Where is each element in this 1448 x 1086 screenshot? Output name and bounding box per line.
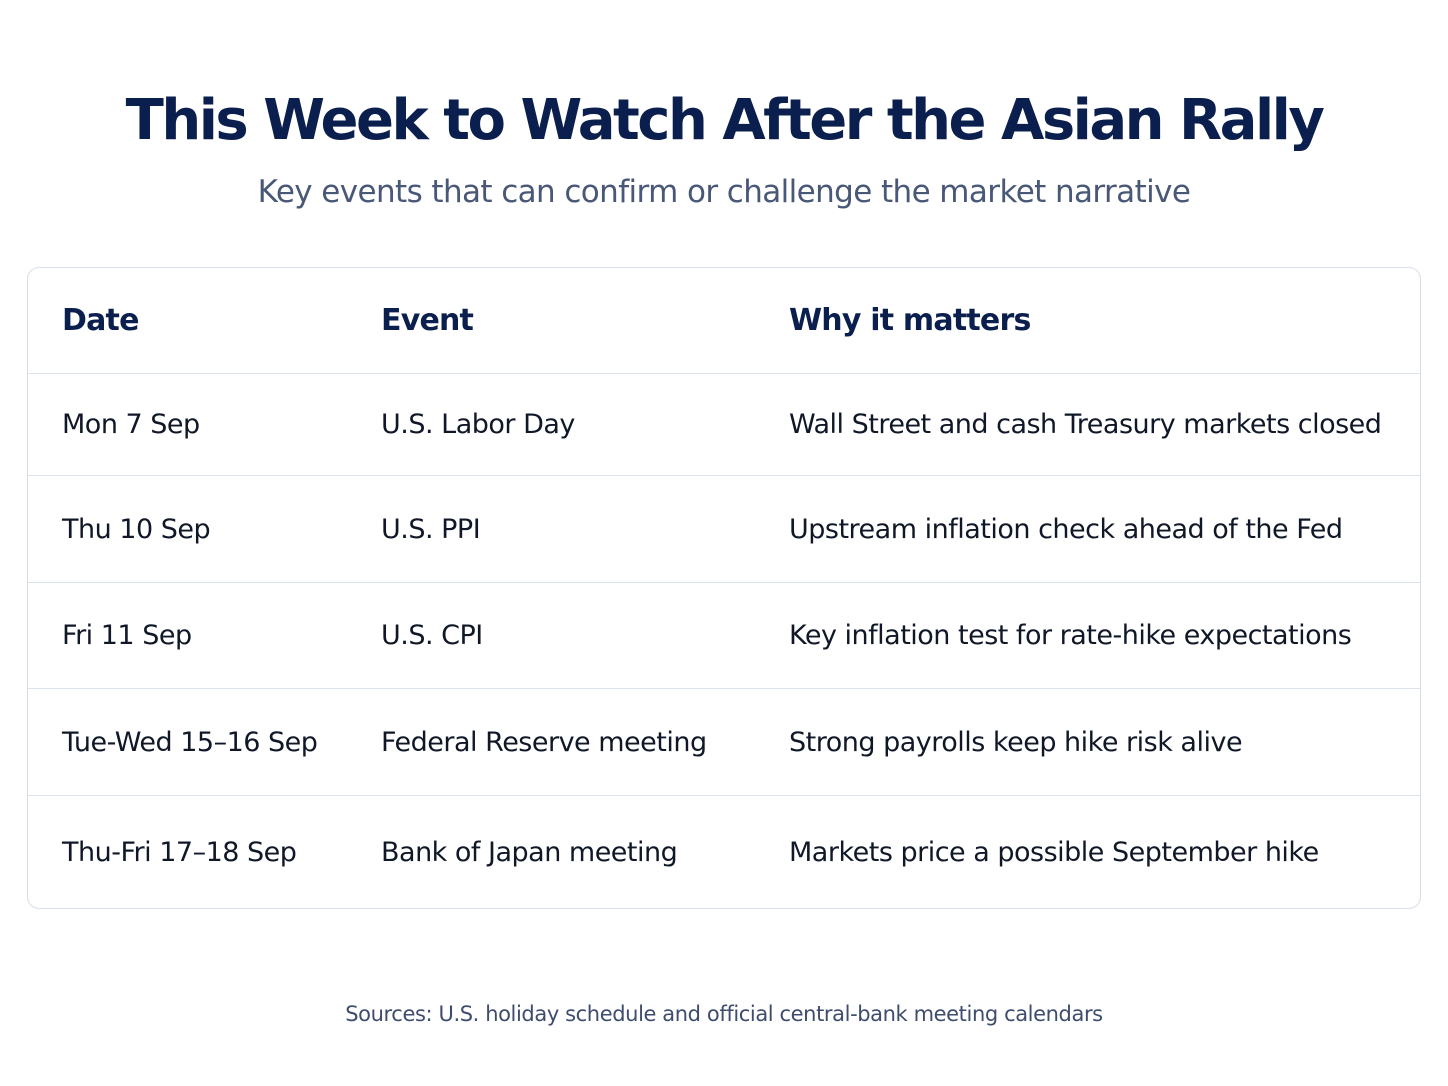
date-cell: Mon 7 Sep xyxy=(62,409,200,440)
why-cell: Upstream inflation check ahead of the Fe… xyxy=(789,513,1343,545)
date-cell: Thu 10 Sep xyxy=(62,513,211,545)
event-cell: U.S. CPI xyxy=(381,620,483,651)
page-title: This Week to Watch After the Asian Rally xyxy=(125,88,1325,153)
table-row: Fri 11 Sep U.S. CPI Key inflation test f… xyxy=(28,582,1420,688)
table-row: Mon 7 Sep U.S. Labor Day Wall Street and… xyxy=(28,373,1420,475)
column-header-event: Event xyxy=(381,303,474,338)
table-row: Thu 10 Sep U.S. PPI Upstream inflation c… xyxy=(28,475,1420,582)
table-row: Thu-Fri 17–18 Sep Bank of Japan meeting … xyxy=(28,795,1420,908)
why-cell: Wall Street and cash Treasury markets cl… xyxy=(789,409,1382,440)
why-cell: Strong payrolls keep hike risk alive xyxy=(789,726,1243,758)
event-cell: U.S. PPI xyxy=(381,513,481,545)
why-cell: Markets price a possible September hike xyxy=(789,836,1319,868)
date-cell: Thu-Fri 17–18 Sep xyxy=(62,836,297,868)
date-cell: Fri 11 Sep xyxy=(62,620,192,651)
event-cell: Federal Reserve meeting xyxy=(381,726,707,758)
sources-note: Sources: U.S. holiday schedule and offic… xyxy=(345,1002,1103,1026)
page-subtitle: Key events that can confirm or challenge… xyxy=(257,174,1191,210)
table-row: Tue-Wed 15–16 Sep Federal Reserve meetin… xyxy=(28,688,1420,795)
table-header-row: Date Event Why it matters xyxy=(28,268,1420,373)
event-cell: Bank of Japan meeting xyxy=(381,836,678,868)
events-table: Date Event Why it matters Mon 7 Sep U.S.… xyxy=(27,267,1421,909)
column-header-why: Why it matters xyxy=(789,303,1031,338)
why-cell: Key inflation test for rate-hike expecta… xyxy=(789,620,1352,651)
column-header-date: Date xyxy=(62,303,139,338)
date-cell: Tue-Wed 15–16 Sep xyxy=(62,726,318,758)
event-cell: U.S. Labor Day xyxy=(381,409,575,440)
